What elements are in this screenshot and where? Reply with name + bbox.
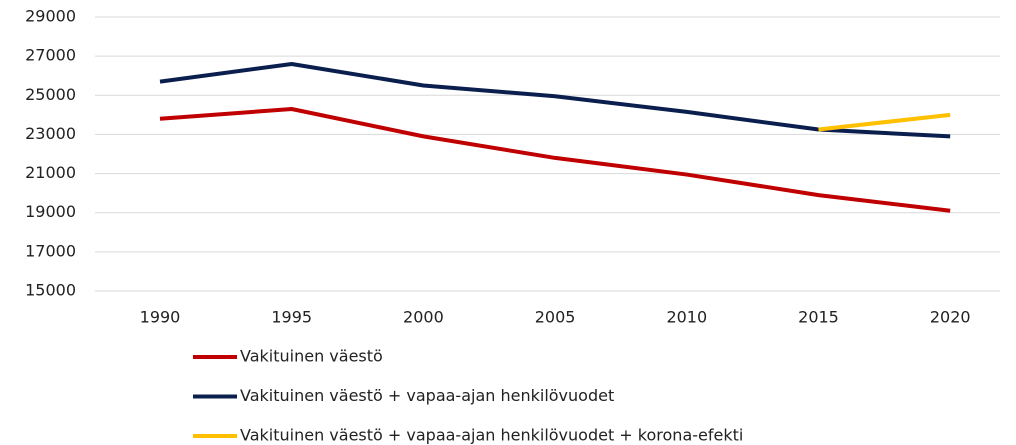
y-tick-label: 19000 [25, 202, 76, 221]
y-tick-label: 25000 [25, 85, 76, 104]
series-line [159, 106, 951, 213]
x-tick-label: 2000 [403, 308, 444, 327]
x-tick-label: 1990 [140, 308, 181, 327]
x-tick-label: 2005 [535, 308, 576, 327]
legend-label: Vakituinen väestö + vapaa-ajan henkilövu… [240, 386, 614, 405]
x-tick-label: 1995 [271, 308, 312, 327]
y-tick-label: 17000 [25, 241, 76, 260]
series-line [818, 112, 951, 132]
y-tick-label: 27000 [25, 46, 76, 65]
y-tick-label: 21000 [25, 163, 76, 182]
x-tick-label: 2010 [666, 308, 707, 327]
x-tick-label: 2020 [930, 308, 971, 327]
y-tick-label: 29000 [25, 7, 76, 26]
series-line [159, 61, 951, 139]
x-tick-label: 2015 [798, 308, 839, 327]
legend-label: Vakituinen väestö + vapaa-ajan henkilövu… [240, 426, 743, 445]
y-tick-label: 23000 [25, 124, 76, 143]
y-tick-label: 15000 [25, 281, 76, 300]
legend-label: Vakituinen väestö [240, 347, 383, 366]
